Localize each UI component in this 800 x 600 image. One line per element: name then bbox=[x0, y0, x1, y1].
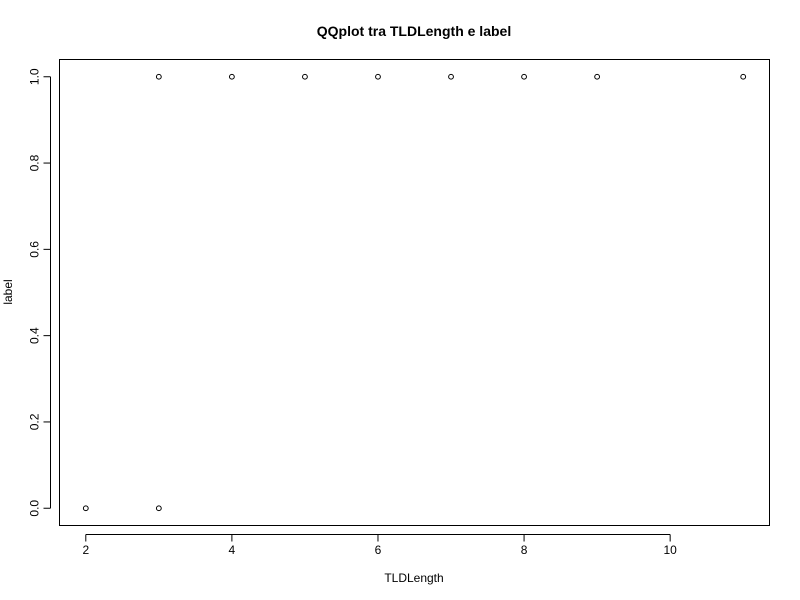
y-tick-label: 0.8 bbox=[28, 154, 42, 171]
y-tick-label: 0.0 bbox=[28, 500, 42, 517]
chart-title: QQplot tra TLDLength e label bbox=[317, 23, 511, 39]
data-point bbox=[594, 73, 601, 80]
data-point bbox=[228, 73, 235, 80]
x-axis-label: TLDLength bbox=[384, 571, 443, 585]
x-tick-label: 6 bbox=[375, 543, 382, 557]
x-tick-label: 10 bbox=[663, 543, 677, 557]
data-point bbox=[521, 73, 527, 80]
x-tick-label: 2 bbox=[82, 543, 89, 557]
data-point bbox=[448, 73, 454, 80]
data-point bbox=[740, 73, 747, 80]
data-points bbox=[82, 73, 747, 512]
data-point bbox=[302, 73, 308, 80]
data-point bbox=[155, 73, 162, 80]
y-tick-label: 0.4 bbox=[28, 327, 42, 344]
y-tick-label: 0.2 bbox=[28, 413, 42, 430]
x-axis: 2 4 6 8 10 bbox=[82, 534, 677, 557]
data-point bbox=[155, 505, 162, 512]
y-axis-label: label bbox=[1, 279, 15, 304]
x-tick-label: 4 bbox=[229, 543, 236, 557]
y-tick-label: 0.6 bbox=[28, 241, 42, 258]
data-point bbox=[375, 73, 381, 80]
plot-area-border bbox=[59, 59, 770, 526]
data-point bbox=[82, 505, 89, 512]
x-tick-label: 8 bbox=[521, 543, 528, 557]
y-axis: 0.0 0.2 0.4 0.6 0.8 1.0 bbox=[28, 68, 51, 517]
y-tick-label: 1.0 bbox=[28, 68, 42, 85]
